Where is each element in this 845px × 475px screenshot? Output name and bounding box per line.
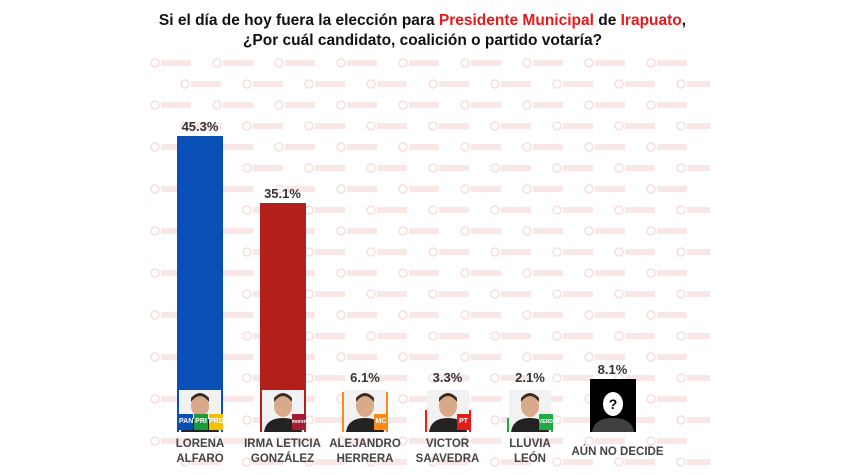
candidate-name: LORENA ALFARO [159, 437, 241, 467]
candidate-name-line: LEÓN [514, 453, 546, 465]
candidate-name-line: AÚN NO DECIDE [571, 446, 664, 458]
candidate-name-line: SAAVEDRA [415, 453, 480, 465]
candidate-name-line: HERRERA [336, 453, 394, 465]
data-label: 6.1% [350, 370, 380, 385]
candidate-name: LLUVIA LEÓN [489, 437, 571, 467]
candidate-name-line: IRMA LETICIA [244, 438, 321, 450]
party-logo-mc: MC [374, 414, 388, 430]
candidate-name-line: GONZÁLEZ [250, 453, 315, 465]
data-label: 2.1% [515, 370, 545, 385]
chart-title: Si el día de hoy fuera la elección para … [158, 12, 687, 29]
party-logo-prd: PRD [209, 414, 223, 430]
data-label: 8.1% [597, 362, 628, 378]
party-logo-morena: morena [291, 414, 306, 430]
candidate-name: IRMA LETICIA GONZÁLEZ [242, 437, 324, 467]
candidate-name-line: ALEJANDRO [329, 438, 401, 450]
candidate-name-line: ALFARO [176, 453, 224, 465]
candidate-name-line: VICTOR [425, 438, 470, 450]
data-label: 45.3% [181, 119, 219, 135]
data-label: 35.1% [264, 185, 301, 201]
candidate-name: ALEJANDRO HERRERA [324, 437, 406, 467]
chart-subtitle: ¿Por cuál candidato, coalición o partido… [242, 32, 603, 49]
party-logo-pt: PT [456, 414, 471, 430]
party-logo-pan: PAN [179, 414, 193, 430]
candidate-name: AÚN NO DECIDE [572, 445, 664, 460]
candidate-name: VICTOR SAAVEDRA [407, 437, 489, 467]
data-label: 3.3% [432, 370, 463, 385]
candidate-name-line: LORENA [175, 438, 225, 450]
bar [177, 136, 223, 432]
party-logo-pri: PRI [194, 414, 208, 430]
svg-text:?: ? [608, 396, 617, 412]
party-logo-verde: VERDE [539, 414, 553, 430]
unknown-person-icon: ? [591, 390, 634, 432]
candidate-name-line: LLUVIA [509, 438, 551, 450]
